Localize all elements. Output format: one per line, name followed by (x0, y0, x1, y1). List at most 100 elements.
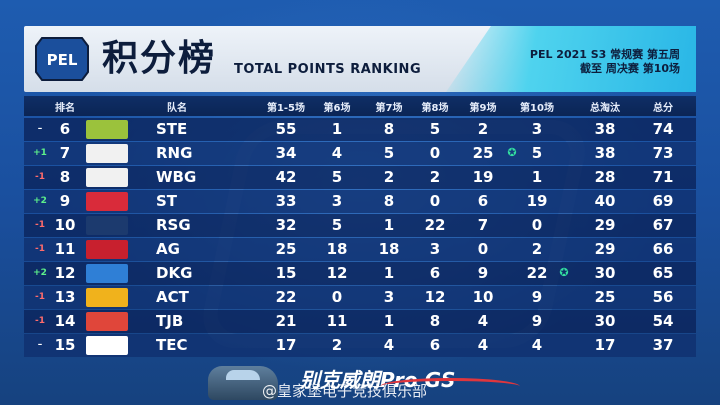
cell-total: 73 (652, 144, 674, 162)
cell-total: 71 (652, 168, 674, 186)
col-game-10: 第10场 (520, 103, 554, 114)
rank-change: – (37, 124, 43, 134)
cell-g8: 2 (429, 168, 441, 186)
cell-total: 69 (652, 192, 674, 210)
cell-g8: 5 (429, 120, 441, 138)
cell-g9: 9 (477, 264, 489, 282)
cell-g9: 19 (472, 168, 494, 186)
team-logo-icon (86, 264, 128, 283)
col-game-9: 第9场 (469, 103, 497, 114)
cell-total: 66 (652, 240, 674, 258)
cell-g15: 42 (275, 168, 297, 186)
rank-change: -1 (35, 244, 45, 254)
cell-g8: 22 (424, 216, 446, 234)
page-subtitle: TOTAL POINTS RANKING (234, 62, 422, 77)
cell-g10: 5 (531, 144, 543, 162)
cell-g6: 5 (331, 168, 343, 186)
team-name: TEC (156, 336, 188, 354)
ad-swoosh (380, 378, 520, 395)
cell-g6: 2 (331, 336, 343, 354)
table-row: +1 7 RNG 34 4 5 0 25 5 38 73 ✪ (24, 142, 696, 165)
table-row: -1 13 ACT 22 0 3 12 10 9 25 56 (24, 286, 696, 309)
rank-number: 13 (54, 288, 76, 306)
rank-change: – (37, 340, 43, 350)
cell-g7: 4 (383, 336, 395, 354)
cell-g9: 10 (472, 288, 494, 306)
cell-g10: 4 (531, 336, 543, 354)
table-row: +2 9 ST 33 3 8 0 6 19 40 69 (24, 190, 696, 213)
rank-change: +2 (33, 268, 47, 278)
cell-g7: 8 (383, 120, 395, 138)
medal-icon: ✪ (507, 146, 517, 159)
cell-elims: 30 (594, 312, 616, 330)
cell-g6: 0 (331, 288, 343, 306)
cell-total: 67 (652, 216, 674, 234)
cell-g9: 4 (477, 336, 489, 354)
cell-g15: 25 (275, 240, 297, 258)
cell-total: 74 (652, 120, 674, 138)
team-logo-icon (86, 168, 128, 187)
table-row: +2 12 DKG 15 12 1 6 9 22 30 65 ✪ (24, 262, 696, 285)
cell-g8: 8 (429, 312, 441, 330)
cell-g6: 12 (326, 264, 348, 282)
rank-change: -1 (35, 172, 45, 182)
cell-g7: 18 (378, 240, 400, 258)
rank-number: 6 (59, 120, 71, 138)
team-name: ACT (156, 288, 189, 306)
medal-icon: ✪ (559, 266, 569, 279)
rank-change: -1 (35, 292, 45, 302)
cell-g10: 3 (531, 120, 543, 138)
team-logo-icon (86, 192, 128, 211)
team-logo-icon (86, 144, 128, 163)
car-image (208, 366, 278, 400)
cell-g15: 17 (275, 336, 297, 354)
team-name: AG (156, 240, 180, 258)
cell-elims: 28 (594, 168, 616, 186)
cell-g9: 7 (477, 216, 489, 234)
cell-g6: 1 (331, 120, 343, 138)
cell-g8: 6 (429, 264, 441, 282)
rank-number: 7 (59, 144, 71, 162)
rank-number: 15 (54, 336, 76, 354)
team-logo-icon (86, 240, 128, 259)
col-rank: 排名 (55, 103, 75, 114)
cell-g15: 15 (275, 264, 297, 282)
cell-elims: 30 (594, 264, 616, 282)
table-row: -1 8 WBG 42 5 2 2 19 1 28 71 (24, 166, 696, 189)
cell-g8: 12 (424, 288, 446, 306)
table-row: – 15 TEC 17 2 4 6 4 4 17 37 (24, 334, 696, 357)
cell-g9: 6 (477, 192, 489, 210)
header-banner: PEL 积分榜 TOTAL POINTS RANKING PEL 2021 S3… (24, 26, 696, 92)
sponsor-ad: 别克威朗Pro GS (200, 360, 520, 405)
cell-g15: 32 (275, 216, 297, 234)
col-games-1-5: 第1-5场 (266, 103, 306, 114)
cell-g9: 25 (472, 144, 494, 162)
cell-g10: 2 (531, 240, 543, 258)
table-row: -1 10 RSG 32 5 1 22 7 0 29 67 (24, 214, 696, 237)
rank-number: 8 (59, 168, 71, 186)
cell-g15: 34 (275, 144, 297, 162)
rank-change: +1 (33, 148, 47, 158)
rank-change: -1 (35, 316, 45, 326)
table-row: -1 14 TJB 21 11 1 8 4 9 30 54 (24, 310, 696, 333)
cell-total: 56 (652, 288, 674, 306)
cell-g7: 1 (383, 264, 395, 282)
cell-g7: 1 (383, 216, 395, 234)
cell-g10: 0 (531, 216, 543, 234)
team-logo-icon (86, 288, 128, 307)
cell-g7: 1 (383, 312, 395, 330)
cell-g6: 18 (326, 240, 348, 258)
team-name: STE (156, 120, 188, 138)
pel-logo-icon: PEL (35, 37, 89, 81)
col-game-7: 第7场 (375, 103, 403, 114)
cell-g9: 0 (477, 240, 489, 258)
cell-elims: 38 (594, 144, 616, 162)
header-accent (446, 26, 696, 92)
rank-change: -1 (35, 220, 45, 230)
cell-g10: 9 (531, 312, 543, 330)
table-row: – 6 STE 55 1 8 5 2 3 38 74 (24, 118, 696, 141)
team-name: RNG (156, 144, 193, 162)
rank-change: +2 (33, 196, 47, 206)
team-name: TJB (156, 312, 184, 330)
cell-g15: 22 (275, 288, 297, 306)
